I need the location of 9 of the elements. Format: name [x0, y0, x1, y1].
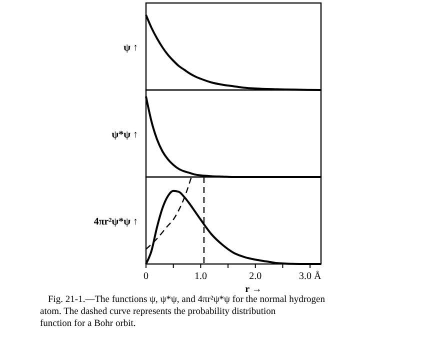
x-tick-label: 2.0	[249, 271, 262, 282]
x-tick-label: 3.0 Å	[298, 270, 322, 282]
x-axis-title: r →	[245, 284, 262, 295]
y-axis-title: ψ ↑	[124, 42, 138, 54]
x-tick-label: 1.0	[194, 271, 207, 282]
y-axis-title: ψ*ψ ↑	[112, 130, 138, 140]
x-tick-label: 0	[144, 271, 148, 282]
caption: Fig. 21-1.—The functions ψ, ψ*ψ, and 4πr²ψ*ψ for the normal hydrogen atom. The dashed curve represents the probability distribution function for a Bohr orbit.	[40, 295, 326, 329]
y-axis-title: 4πr²ψ*ψ ↑	[94, 216, 138, 228]
